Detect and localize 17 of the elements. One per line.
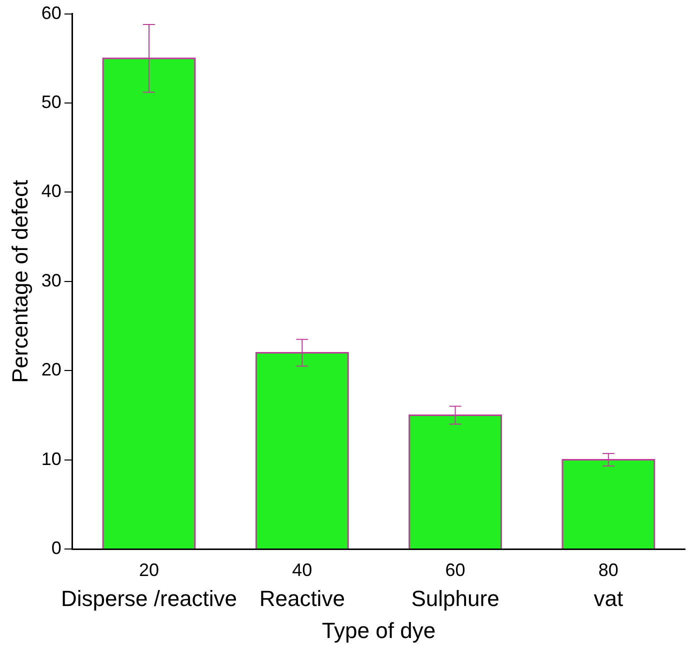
- y-tick-label: 40: [41, 181, 62, 202]
- y-tick-label: 30: [41, 270, 62, 290]
- y-axis-title: Percentage of defect: [7, 180, 32, 383]
- text: vat: [594, 586, 624, 612]
- x-tick-label: 60: [445, 560, 466, 580]
- x-tick-label: 80: [598, 560, 618, 580]
- x-axis-title: Type of dye: [322, 618, 436, 643]
- y-tick-label: 0: [51, 538, 62, 558]
- y-tick-label: 50: [41, 92, 62, 112]
- text: Sulphure: [411, 586, 500, 612]
- y-tick-label: 20: [41, 360, 62, 380]
- text: Disperse /reactive: [60, 586, 238, 612]
- x-tick-label: 40: [292, 560, 312, 580]
- y-tick-label: 10: [41, 448, 62, 469]
- text: Reactive: [259, 586, 345, 612]
- x-tick-label: 20: [138, 560, 160, 580]
- y-tick-label: 60: [41, 2, 62, 23]
